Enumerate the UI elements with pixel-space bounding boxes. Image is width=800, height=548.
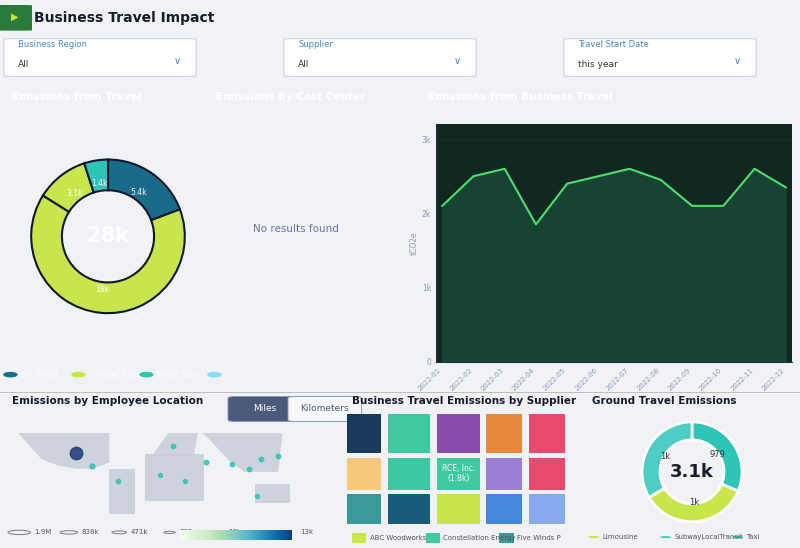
Wedge shape [84, 159, 108, 192]
Text: Air Travel: Air Travel [22, 370, 58, 379]
FancyBboxPatch shape [564, 39, 756, 76]
Bar [426, 533, 440, 543]
Text: All: All [18, 60, 30, 69]
Text: Business Travel Impact: Business Travel Impact [34, 11, 214, 25]
Text: 471k: 471k [130, 529, 148, 535]
Bar [352, 533, 366, 543]
Text: 3.1k: 3.1k [670, 463, 714, 481]
Text: Business Travel Emissions by Supplier: Business Travel Emissions by Supplier [352, 396, 576, 406]
Text: ∨: ∨ [454, 56, 461, 66]
FancyBboxPatch shape [284, 39, 476, 76]
Text: 28k: 28k [86, 226, 130, 247]
Text: Hotel Stay: Hotel Stay [158, 370, 198, 379]
Text: Travel Start Date: Travel Start Date [578, 40, 649, 49]
Text: 1k: 1k [689, 498, 699, 507]
Point [179, 477, 192, 486]
Point [226, 460, 238, 469]
Text: Taxi: Taxi [746, 534, 760, 540]
Text: Ground Travel: Ground Travel [90, 370, 143, 379]
Circle shape [660, 536, 671, 538]
Text: Emissions from Business Travel: Emissions from Business Travel [428, 92, 613, 102]
Text: this year: this year [578, 60, 618, 69]
Point [255, 455, 268, 464]
Text: 838k: 838k [82, 529, 99, 535]
Text: Ground Travel Emissions: Ground Travel Emissions [592, 396, 737, 406]
Circle shape [139, 372, 154, 378]
Text: 1k: 1k [660, 452, 670, 461]
Text: Limousine: Limousine [602, 534, 638, 540]
Point [250, 491, 263, 500]
FancyBboxPatch shape [0, 5, 32, 31]
Wedge shape [692, 422, 742, 491]
Text: Emissions by Employee Location: Emissions by Employee Location [12, 396, 203, 406]
Text: ∨: ∨ [174, 56, 181, 66]
Text: Emissions By Cost Center: Emissions By Cost Center [216, 92, 366, 102]
Text: ABC Woodworks: ABC Woodworks [370, 535, 426, 541]
Wedge shape [642, 422, 692, 498]
Text: Five Winds P: Five Winds P [517, 535, 561, 541]
Point [86, 461, 99, 470]
Point [166, 441, 179, 450]
Wedge shape [31, 196, 185, 313]
Circle shape [732, 536, 743, 538]
Text: 979: 979 [710, 450, 726, 459]
Text: All: All [298, 60, 310, 69]
Wedge shape [108, 159, 180, 220]
Polygon shape [110, 469, 134, 515]
Point [242, 464, 255, 473]
Point [111, 477, 124, 486]
Text: SubwayLocalTransit: SubwayLocalTransit [674, 534, 743, 540]
Text: 5.4k: 5.4k [130, 187, 147, 197]
Circle shape [207, 372, 222, 378]
Text: 395: 395 [179, 529, 193, 535]
Text: ∨: ∨ [734, 56, 741, 66]
Text: Emissions from Travel: Emissions from Travel [12, 92, 142, 102]
Circle shape [3, 372, 18, 378]
Y-axis label: tCO2e: tCO2e [410, 231, 419, 255]
Text: Supplier: Supplier [298, 40, 334, 49]
Text: 18k: 18k [95, 286, 110, 294]
FancyBboxPatch shape [228, 397, 302, 421]
Text: 13k: 13k [300, 529, 313, 535]
Text: Constellation Energy: Constellation Energy [443, 535, 516, 541]
Polygon shape [151, 433, 198, 456]
Text: ▶: ▶ [11, 12, 19, 22]
Text: Business Region: Business Region [18, 40, 87, 49]
Point [200, 458, 213, 467]
Text: RCE, Inc.
(1.8k): RCE, Inc. (1.8k) [442, 464, 475, 483]
Polygon shape [182, 433, 282, 472]
Point [154, 471, 166, 480]
Circle shape [588, 536, 599, 538]
Wedge shape [43, 163, 94, 212]
Text: Miles: Miles [253, 404, 277, 414]
Text: Kilometers: Kilometers [301, 404, 349, 414]
Polygon shape [18, 433, 110, 469]
Polygon shape [145, 454, 204, 500]
Text: 13k: 13k [228, 529, 241, 535]
Text: No results found: No results found [253, 224, 339, 235]
Bar [499, 533, 514, 543]
Text: 1.9M: 1.9M [34, 529, 52, 535]
FancyBboxPatch shape [4, 39, 196, 76]
FancyBboxPatch shape [288, 397, 362, 421]
Wedge shape [649, 484, 738, 522]
Text: 3.1k: 3.1k [66, 190, 83, 198]
Polygon shape [254, 484, 290, 503]
Point [69, 449, 82, 458]
Point [272, 452, 285, 460]
Text: 1.4k: 1.4k [91, 179, 108, 188]
Circle shape [71, 372, 86, 378]
